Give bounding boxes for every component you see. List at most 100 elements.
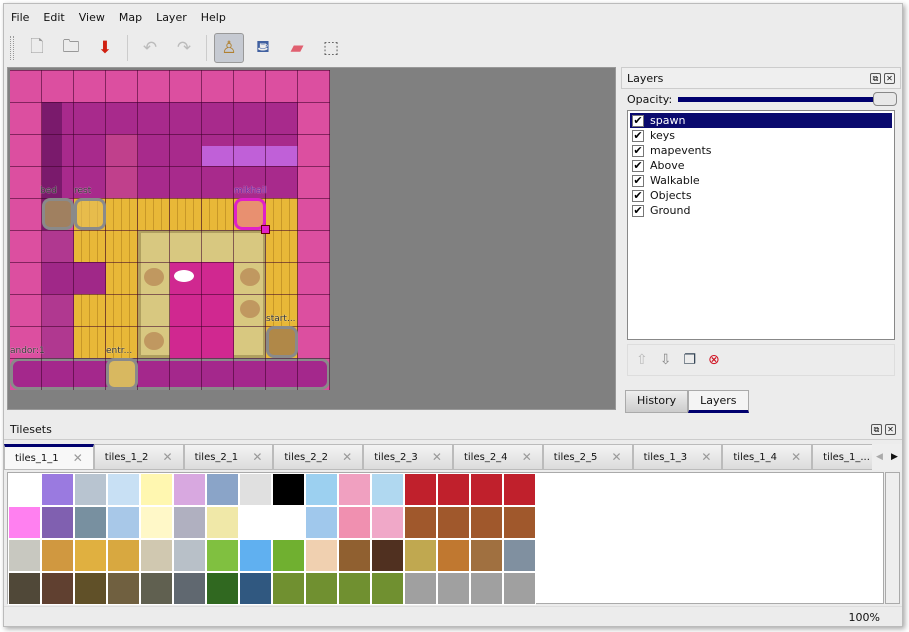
menu-view[interactable]: View (78, 11, 105, 24)
tile[interactable] (239, 473, 272, 506)
close-tab-icon[interactable]: ✕ (521, 450, 532, 464)
duplicate-layer-icon[interactable]: ❐ (683, 352, 697, 368)
save-button[interactable]: ⬇ (90, 33, 120, 63)
tile[interactable] (107, 473, 140, 506)
tile[interactable] (239, 572, 272, 605)
tileset-tab[interactable]: tiles_1_3 ✕ (632, 444, 723, 470)
rect-select-button[interactable]: ⬚ (316, 33, 346, 63)
tile[interactable] (437, 572, 470, 605)
undo-button[interactable]: ↶ (135, 33, 165, 63)
tile[interactable] (140, 572, 173, 605)
entr-object[interactable] (106, 358, 138, 390)
tile[interactable] (8, 506, 41, 539)
start-object[interactable] (266, 326, 298, 358)
scroll-left-icon[interactable]: ◀ (876, 452, 883, 462)
toolbar-grip[interactable] (10, 36, 14, 60)
opacity-slider[interactable] (678, 92, 897, 106)
menu-file[interactable]: File (11, 11, 30, 24)
close-icon[interactable]: ✕ (885, 424, 896, 435)
new-file-button[interactable]: 🗋 (22, 33, 52, 63)
tab-layers[interactable]: Layers (688, 390, 749, 413)
tile[interactable] (74, 539, 107, 572)
layer-item-keys[interactable]: ✔ keys (630, 128, 892, 143)
tile[interactable] (74, 473, 107, 506)
tile[interactable] (272, 572, 305, 605)
tile[interactable] (107, 539, 140, 572)
menu-edit[interactable]: Edit (43, 11, 65, 24)
tile[interactable] (173, 473, 206, 506)
close-tab-icon[interactable]: ✕ (701, 450, 712, 464)
tile[interactable] (305, 473, 338, 506)
tile[interactable] (371, 473, 404, 506)
layer-item-mapevents[interactable]: ✔ mapevents (630, 143, 892, 158)
tile[interactable] (41, 539, 74, 572)
tile[interactable] (272, 539, 305, 572)
tile[interactable] (305, 506, 338, 539)
tile[interactable] (107, 506, 140, 539)
close-icon[interactable]: ✕ (884, 72, 895, 84)
tile[interactable] (503, 506, 536, 539)
float-icon[interactable]: ⧉ (871, 424, 882, 435)
vertical-scrollbar[interactable] (885, 472, 900, 604)
visibility-checkbox[interactable]: ✔ (632, 143, 644, 157)
tab-history[interactable]: History (625, 390, 689, 413)
menu-map[interactable]: Map (118, 11, 143, 24)
tile[interactable] (173, 539, 206, 572)
tile-map[interactable]: bed rest mikhail start... entr... andor:… (10, 70, 330, 390)
slider-handle[interactable] (873, 92, 897, 106)
tile[interactable] (305, 572, 338, 605)
tile[interactable] (503, 473, 536, 506)
tile[interactable] (470, 572, 503, 605)
tile[interactable] (41, 572, 74, 605)
lower-layer-icon[interactable]: ⇩ (659, 352, 672, 368)
tileset-tab[interactable]: tiles_2_4 ✕ (452, 444, 543, 470)
tile[interactable] (503, 572, 536, 605)
bucket-fill-button[interactable]: ⛾ (248, 33, 278, 63)
tile[interactable] (140, 539, 173, 572)
tileset-tab[interactable]: tiles_2_1 ✕ (183, 444, 274, 470)
tile[interactable] (41, 506, 74, 539)
tile[interactable] (470, 473, 503, 506)
visibility-checkbox[interactable]: ✔ (632, 128, 644, 142)
redo-button[interactable]: ↷ (169, 33, 199, 63)
tile[interactable] (338, 572, 371, 605)
tile[interactable] (437, 506, 470, 539)
layer-item-walkable[interactable]: ✔ Walkable (630, 173, 892, 188)
map-view[interactable]: bed rest mikhail start... entr... andor:… (7, 67, 616, 410)
tile[interactable] (371, 539, 404, 572)
tile[interactable] (503, 539, 536, 572)
close-tab-icon[interactable]: ✕ (252, 450, 263, 464)
tile[interactable] (239, 539, 272, 572)
tile[interactable] (74, 572, 107, 605)
rest-object[interactable] (74, 198, 106, 230)
close-tab-icon[interactable]: ✕ (162, 450, 173, 464)
layer-item-spawn[interactable]: ✔ spawn (630, 113, 892, 128)
resize-handle[interactable] (261, 225, 270, 234)
layer-item-objects[interactable]: ✔ Objects (630, 188, 892, 203)
tile[interactable] (404, 506, 437, 539)
tile[interactable] (272, 473, 305, 506)
tileset-tab[interactable]: tiles_2_3 ✕ (363, 444, 453, 470)
tile[interactable] (206, 506, 239, 539)
tile[interactable] (206, 572, 239, 605)
tile[interactable] (8, 539, 41, 572)
tile[interactable] (371, 506, 404, 539)
stamp-brush-button[interactable]: ♙ (214, 33, 244, 63)
tile[interactable] (140, 506, 173, 539)
tile[interactable] (338, 506, 371, 539)
raise-layer-icon[interactable]: ⇧ (636, 352, 648, 368)
tile[interactable] (173, 572, 206, 605)
visibility-checkbox[interactable]: ✔ (632, 203, 644, 217)
close-tab-icon[interactable]: ✕ (611, 450, 622, 464)
tile[interactable] (8, 572, 41, 605)
close-tab-icon[interactable]: ✕ (431, 450, 442, 464)
visibility-checkbox[interactable]: ✔ (632, 173, 644, 187)
tile[interactable] (338, 473, 371, 506)
close-tab-icon[interactable]: ✕ (72, 451, 83, 465)
close-tab-icon[interactable]: ✕ (791, 450, 802, 464)
tile[interactable] (437, 473, 470, 506)
tile[interactable] (206, 473, 239, 506)
layer-item-above[interactable]: ✔ Above (630, 158, 892, 173)
tile[interactable] (404, 572, 437, 605)
tileset-tab[interactable]: tiles_1_2 ✕ (93, 444, 184, 470)
